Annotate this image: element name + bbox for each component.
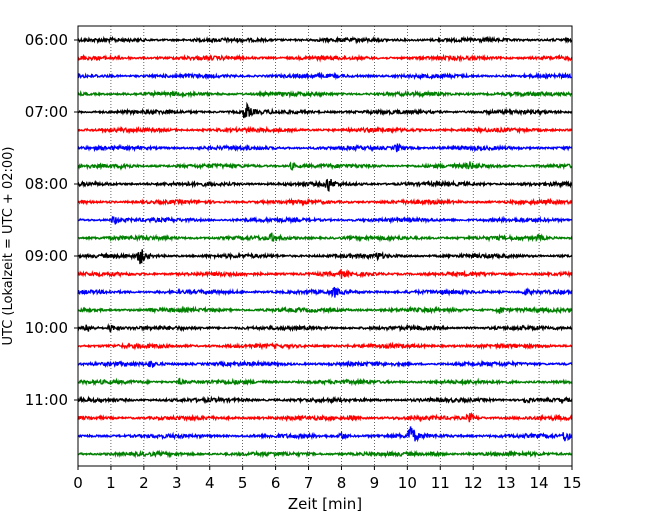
- x-tick-label: 8: [337, 474, 347, 492]
- x-tick-label: 0: [73, 474, 83, 492]
- y-tick-label: 11:00: [25, 391, 68, 409]
- trace-line: [77, 101, 573, 119]
- y-tick-label: 09:00: [25, 247, 68, 265]
- y-tick-label: 07:00: [25, 103, 68, 121]
- plot-frame: [77, 25, 573, 467]
- trace-line: [77, 178, 573, 192]
- x-tick-label: 12: [464, 474, 483, 492]
- x-tick-label: 6: [271, 474, 281, 492]
- trace-line: [77, 35, 573, 45]
- trace-line: [77, 71, 573, 81]
- y-tick-label: 08:00: [25, 175, 68, 193]
- trace-line: [77, 142, 573, 153]
- x-tick-label: 11: [431, 474, 450, 492]
- trace-line: [77, 249, 573, 265]
- trace-line: [77, 322, 573, 333]
- trace-line: [77, 286, 573, 298]
- y-tick-label: 06:00: [25, 31, 68, 49]
- x-tick-label: 5: [238, 474, 248, 492]
- x-tick-label: 2: [139, 474, 149, 492]
- x-tick-label: 1: [106, 474, 116, 492]
- y-axis-label: UTC (Lokalzeit = UTC + 02:00): [1, 147, 16, 346]
- x-tick-label: 13: [497, 474, 516, 492]
- x-tick-label: 10: [398, 474, 417, 492]
- trace-line: [77, 161, 573, 171]
- x-tick-label: 15: [562, 474, 581, 492]
- trace-line: [77, 359, 573, 369]
- x-tick-label: 14: [530, 474, 549, 492]
- y-axis-ticks: 06:00 07:00 08:00 09:00 10:00 11:00: [25, 31, 78, 409]
- x-tick-label: 4: [205, 474, 215, 492]
- x-tick-label: 9: [370, 474, 380, 492]
- trace-line: [77, 268, 573, 279]
- trace-line: [77, 232, 573, 243]
- x-axis-label: Zeit [min]: [288, 495, 362, 513]
- trace-line: [77, 411, 573, 423]
- trace-line: [77, 395, 573, 405]
- trace-line: [77, 449, 573, 459]
- trace-line: [77, 215, 573, 225]
- trace-line: [77, 197, 573, 207]
- x-axis-ticks: 0 1 2 3 4 5 6 7 8 9 10 11 12 13 14 15: [73, 466, 582, 492]
- trace-line: [77, 89, 573, 99]
- trace-line: [77, 377, 573, 387]
- trace-line: [77, 305, 573, 315]
- grid-lines: [110, 26, 540, 466]
- x-tick-label: 7: [304, 474, 314, 492]
- trace-line: [77, 125, 573, 135]
- trace-line: [77, 341, 573, 351]
- trace-line: [77, 53, 573, 63]
- trace-lines: [77, 35, 573, 459]
- x-tick-label: 3: [172, 474, 182, 492]
- y-tick-label: 10:00: [25, 319, 68, 337]
- trace-line: [77, 426, 573, 443]
